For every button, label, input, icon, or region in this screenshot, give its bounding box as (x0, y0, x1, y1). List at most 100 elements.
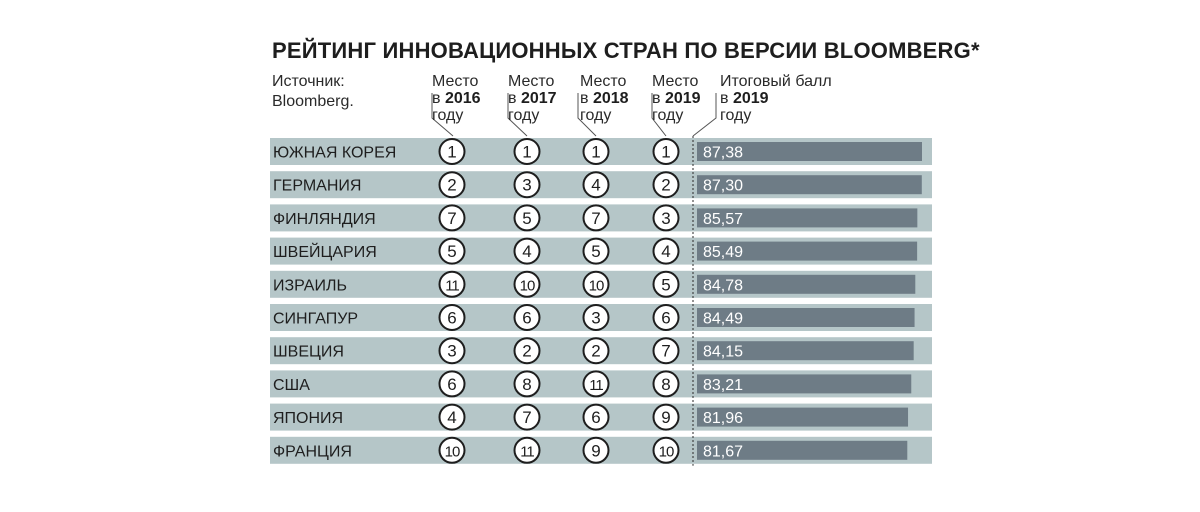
rank-value: 4 (522, 242, 531, 261)
rank-value: 8 (522, 375, 531, 394)
column-header-2016: Место в 2016 году (432, 73, 481, 124)
rank-circle (513, 337, 541, 365)
rank-circle (513, 270, 541, 298)
rank-circle (652, 204, 680, 232)
rank-value: 10 (445, 443, 460, 460)
column-header-2018: Место в 2018 году (580, 73, 629, 124)
rank-circle (513, 403, 541, 431)
rank-value: 2 (591, 342, 600, 361)
rank-value: 6 (447, 375, 456, 394)
rank-circle (582, 403, 610, 431)
score-value: 84,15 (703, 344, 743, 361)
score-bar (697, 274, 916, 294)
rank-value: 5 (591, 242, 600, 261)
country-label: ГЕРМАНИЯ (273, 178, 361, 195)
country-label: ФРАНЦИЯ (273, 443, 352, 460)
rank-circle (513, 436, 541, 464)
rank-value: 1 (522, 143, 531, 162)
score-value: 83,21 (703, 377, 743, 394)
column-guide-line (507, 93, 528, 137)
source-name: Bloomberg. (272, 93, 354, 110)
rank-value: 4 (591, 176, 600, 195)
chart-title: РЕЙТИНГ ИННОВАЦИОННЫХ СТРАН ПО ВЕРСИИ BL… (272, 38, 980, 63)
source-label: Источник: (272, 73, 345, 90)
rank-circle (438, 204, 466, 232)
column-header-2019: Место в 2019 году (652, 73, 701, 124)
score-value: 85,49 (703, 244, 743, 261)
score-bar (697, 208, 918, 228)
rank-value: 4 (661, 242, 670, 261)
rank-value: 10 (659, 443, 674, 460)
rank-circle (513, 138, 541, 165)
rank-circle (513, 304, 541, 331)
column-guide-line (577, 93, 597, 137)
rank-circle (582, 337, 610, 365)
country-label: ШВЕЦИЯ (273, 344, 344, 361)
rank-value: 7 (661, 342, 670, 361)
rank-value: 2 (522, 342, 531, 361)
rank-value: 4 (447, 408, 456, 427)
column-guides (431, 93, 717, 466)
rank-circle (582, 370, 610, 398)
rank-value: 5 (447, 242, 456, 261)
score-value: 87,30 (703, 178, 743, 195)
rank-value: 5 (522, 209, 531, 228)
score-value: 81,96 (703, 410, 743, 427)
country-label: СИНГАПУР (273, 311, 358, 328)
country-label: ШВЕЙЦАРИЯ (273, 242, 377, 261)
country-label: ФИНЛЯНДИЯ (273, 211, 376, 228)
rank-value: 11 (520, 443, 534, 460)
score-value: 84,49 (703, 311, 743, 328)
rank-circle (652, 370, 680, 398)
rank-circle (652, 138, 680, 165)
rank-circle (513, 171, 541, 199)
score-bar (697, 341, 914, 361)
column-guide-line (431, 93, 454, 137)
rank-circle (438, 337, 466, 365)
rank-value: 6 (522, 309, 531, 328)
rank-value: 9 (661, 408, 670, 427)
score-bar (697, 407, 909, 427)
score-value: 87,38 (703, 145, 743, 162)
rank-circle (438, 403, 466, 431)
rank-circle (652, 403, 680, 431)
rank-value: 9 (591, 441, 600, 460)
column-guide-line (692, 93, 717, 137)
rank-value: 2 (661, 176, 670, 195)
country-label: ИЗРАИЛЬ (273, 277, 347, 294)
score-bar (697, 175, 922, 195)
rank-value: 7 (447, 209, 456, 228)
rank-circle (513, 237, 541, 265)
rank-value: 3 (447, 342, 456, 361)
rank-circle (652, 337, 680, 365)
rank-value: 1 (591, 143, 600, 162)
rank-value: 3 (522, 176, 531, 195)
rank-circle (582, 237, 610, 265)
column-guide-line (651, 93, 667, 137)
country-label: ЮЖНАЯ КОРЕЯ (273, 145, 396, 162)
rank-circle (652, 237, 680, 265)
score-bar (697, 308, 915, 327)
score-value: 81,67 (703, 443, 743, 460)
rank-circle (438, 370, 466, 398)
score-bar (697, 142, 922, 161)
rank-circle (652, 436, 680, 464)
rank-value: 11 (445, 277, 459, 294)
rank-value: 5 (661, 275, 670, 294)
rank-value: 10 (520, 277, 535, 294)
rank-circle (582, 270, 610, 298)
rank-circle (438, 270, 466, 298)
rank-circle (582, 436, 610, 464)
score-value: 85,57 (703, 211, 743, 228)
score-bar (697, 440, 908, 460)
column-header-score: Итоговый балл в 2019 году (720, 73, 832, 124)
rank-circle (652, 304, 680, 331)
column-header-2017: Место в 2017 году (508, 73, 557, 124)
rank-value: 3 (591, 309, 600, 328)
rank-value: 1 (661, 143, 670, 162)
score-bar (697, 374, 912, 394)
rank-value: 8 (661, 375, 670, 394)
rank-circle (513, 204, 541, 232)
rank-circle (438, 436, 466, 464)
